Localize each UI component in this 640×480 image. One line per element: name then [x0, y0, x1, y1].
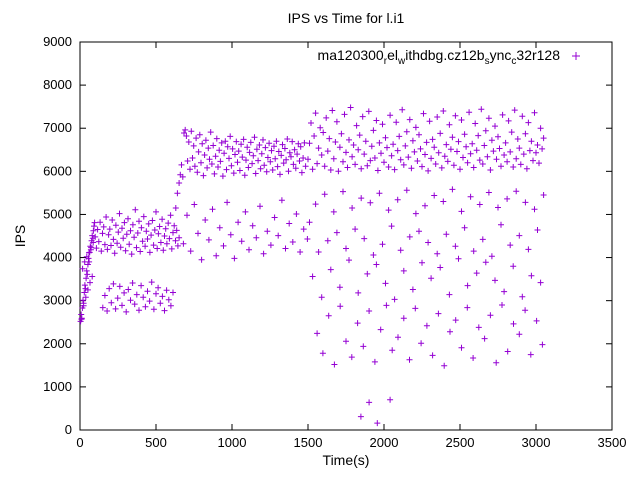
x-tick-label: 3000 — [522, 435, 551, 450]
x-tick-label: 1000 — [218, 435, 247, 450]
legend-text-segment: w — [397, 55, 406, 67]
x-tick-label: 2000 — [370, 435, 399, 450]
legend-text-segment: 32r128 — [516, 47, 560, 63]
legend-text-segment: r — [383, 55, 388, 67]
y-tick-label: 9000 — [43, 34, 72, 49]
x-tick-label: 2500 — [446, 435, 475, 450]
y-tick-label: 3000 — [43, 293, 72, 308]
legend-text-segment: s — [484, 55, 490, 67]
y-tick-label: 1000 — [43, 379, 72, 394]
x-tick-label: 500 — [145, 435, 167, 450]
y-tick-label: 2000 — [43, 336, 72, 351]
chart-title: IPS vs Time for l.i1 — [287, 10, 405, 26]
legend-text-segment: el — [387, 47, 398, 63]
y-tick-label: 8000 — [43, 77, 72, 92]
legend-text-segment: ync — [489, 47, 512, 63]
legend-text-segment: ma120300 — [317, 47, 384, 63]
x-tick-label: 3500 — [598, 435, 627, 450]
legend-marker-sample — [572, 52, 580, 60]
legend-text-segment: c — [511, 55, 517, 67]
plot-border — [79, 41, 613, 431]
x-tick-label: 0 — [76, 435, 83, 450]
y-tick-label: 6000 — [43, 163, 72, 178]
y-tick-label: 4000 — [43, 250, 72, 265]
y-tick-label: 0 — [65, 422, 72, 437]
legend-text-segment: ithdbg.cz12b — [405, 47, 485, 63]
scatter-points — [77, 104, 547, 427]
x-tick-label: 1500 — [294, 435, 323, 450]
legend-label: ma120300relwithdbg.cz12bsyncc32r128 — [318, 47, 560, 67]
y-tick-label: 5000 — [43, 206, 72, 221]
y-tick-label: 7000 — [43, 120, 72, 135]
x-axis-label: Time(s) — [322, 452, 370, 468]
